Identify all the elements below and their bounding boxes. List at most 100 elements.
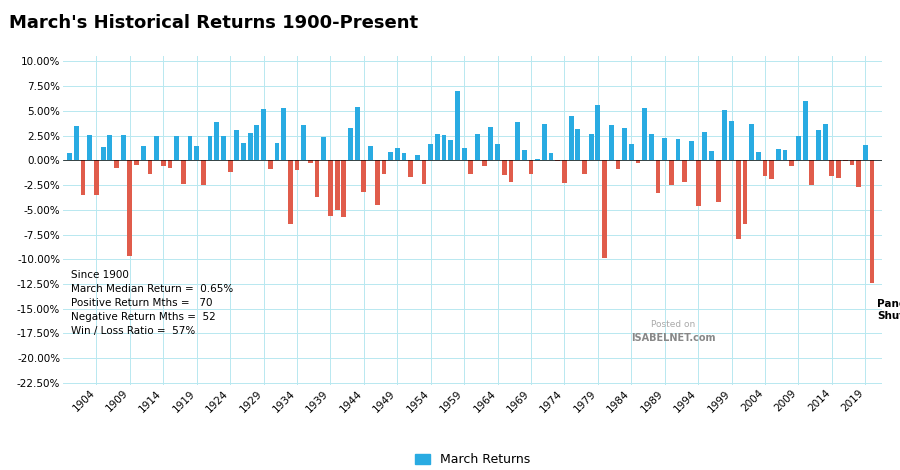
Bar <box>622 128 627 160</box>
Bar <box>589 133 594 160</box>
Bar <box>850 160 854 165</box>
Bar <box>796 135 801 160</box>
Bar <box>382 160 386 174</box>
Bar <box>468 160 473 174</box>
Bar <box>762 160 768 176</box>
Bar <box>736 160 741 239</box>
Bar <box>87 134 92 160</box>
Bar <box>415 156 419 160</box>
Bar <box>335 160 339 210</box>
Bar <box>789 160 794 166</box>
Bar <box>107 134 112 160</box>
Text: ISABELNET.com: ISABELNET.com <box>631 333 716 343</box>
Bar <box>830 160 834 176</box>
Bar <box>208 135 212 160</box>
Bar <box>81 160 86 195</box>
Bar <box>395 149 400 160</box>
Bar <box>194 147 199 160</box>
Bar <box>863 145 868 160</box>
Bar <box>515 122 520 160</box>
Bar <box>629 144 634 160</box>
Bar <box>187 135 193 160</box>
Bar <box>709 151 714 160</box>
Bar <box>362 160 366 192</box>
Bar <box>522 150 526 160</box>
Bar <box>575 129 580 160</box>
Bar <box>482 160 487 166</box>
Bar <box>74 125 79 160</box>
Bar <box>248 133 253 160</box>
Bar <box>268 160 273 169</box>
Bar <box>455 91 460 160</box>
Bar <box>241 143 246 160</box>
Bar <box>341 160 346 217</box>
Bar <box>508 160 513 182</box>
Bar <box>669 160 674 185</box>
Bar <box>355 107 360 160</box>
Bar <box>148 160 152 174</box>
Bar <box>495 144 500 160</box>
Bar <box>536 159 540 160</box>
Bar <box>114 160 119 168</box>
Bar <box>489 126 493 160</box>
Bar <box>756 152 760 160</box>
Bar <box>308 160 313 163</box>
Bar <box>128 160 132 256</box>
Bar <box>181 160 185 184</box>
Bar <box>261 109 266 160</box>
Bar <box>582 160 587 174</box>
Bar <box>602 160 607 258</box>
Bar <box>401 153 407 160</box>
Bar <box>682 160 688 182</box>
Bar <box>809 160 814 185</box>
Bar <box>409 160 413 177</box>
Bar <box>201 160 206 185</box>
Bar <box>649 133 653 160</box>
Bar <box>221 135 226 160</box>
Bar <box>435 133 440 160</box>
Bar <box>702 132 707 160</box>
Bar <box>783 150 788 160</box>
Bar <box>816 130 821 160</box>
Bar <box>161 160 166 166</box>
Bar <box>448 140 454 160</box>
Bar <box>803 101 807 160</box>
Text: Pandemic
Shut-Down: Pandemic Shut-Down <box>878 299 900 321</box>
Bar <box>742 160 747 224</box>
Bar <box>234 130 239 160</box>
Legend: March Returns: March Returns <box>410 448 536 470</box>
Bar <box>475 133 480 160</box>
Bar <box>374 160 380 205</box>
Bar <box>616 160 620 169</box>
Bar <box>228 160 232 172</box>
Bar <box>121 134 126 160</box>
Bar <box>555 160 560 161</box>
Bar <box>328 160 333 216</box>
Bar <box>502 160 507 175</box>
Text: Since 1900
March Median Return =  0.65%
Positive Return Mths =   70
Negative Ret: Since 1900 March Median Return = 0.65% P… <box>71 270 233 336</box>
Bar <box>689 141 694 160</box>
Bar <box>388 152 393 160</box>
Bar <box>856 160 861 187</box>
Bar <box>542 124 547 160</box>
Bar <box>696 160 700 206</box>
Bar <box>608 125 614 160</box>
Bar <box>294 160 300 170</box>
Bar <box>94 160 99 195</box>
Bar <box>655 160 661 193</box>
Bar <box>255 125 259 160</box>
Bar <box>68 153 72 160</box>
Bar <box>869 160 875 283</box>
Bar <box>528 160 534 174</box>
Bar <box>368 147 373 160</box>
Bar <box>749 124 754 160</box>
Bar <box>662 138 667 160</box>
Bar <box>302 125 306 160</box>
Bar <box>140 147 146 160</box>
Bar <box>281 108 286 160</box>
Bar <box>428 144 433 160</box>
Bar <box>421 160 427 184</box>
Bar <box>175 135 179 160</box>
Bar <box>549 153 554 160</box>
Bar <box>288 160 292 224</box>
